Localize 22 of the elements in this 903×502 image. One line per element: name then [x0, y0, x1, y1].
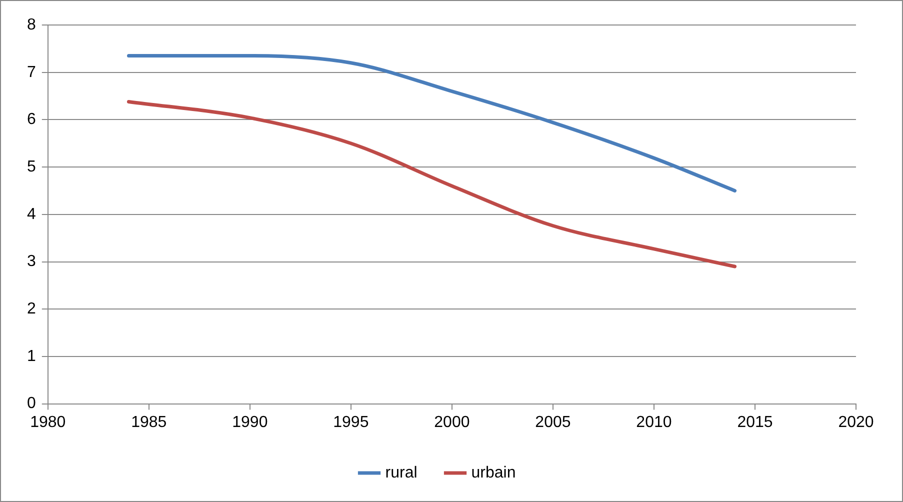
y-tick-label: 8: [26, 16, 36, 34]
y-tick-label: 6: [26, 111, 36, 128]
legend-label: urbain: [471, 464, 516, 482]
y-tick-label: 1: [26, 348, 36, 365]
x-tick-label: 2020: [838, 414, 874, 431]
x-tick-label: 1995: [333, 414, 369, 431]
y-tick-label: 0: [26, 395, 36, 412]
line-series: [126, 54, 737, 192]
line-series: [126, 100, 737, 268]
y-tick-label: 2: [26, 300, 36, 318]
x-tick-label: 2000: [434, 414, 470, 431]
x-tick-label: 2015: [737, 414, 773, 431]
x-tick-label: 1985: [131, 414, 167, 431]
y-tick-label: 7: [26, 64, 36, 81]
x-tick-label: 2010: [636, 414, 672, 431]
legend-label: rural: [385, 464, 418, 482]
y-tick-label: 3: [26, 253, 36, 270]
y-tick-label: 4: [26, 206, 36, 223]
x-tick-label: 2005: [535, 414, 571, 431]
x-tick-label: 1980: [30, 414, 66, 431]
x-tick-label: 1990: [232, 414, 268, 431]
y-tick-label: 5: [26, 158, 36, 176]
